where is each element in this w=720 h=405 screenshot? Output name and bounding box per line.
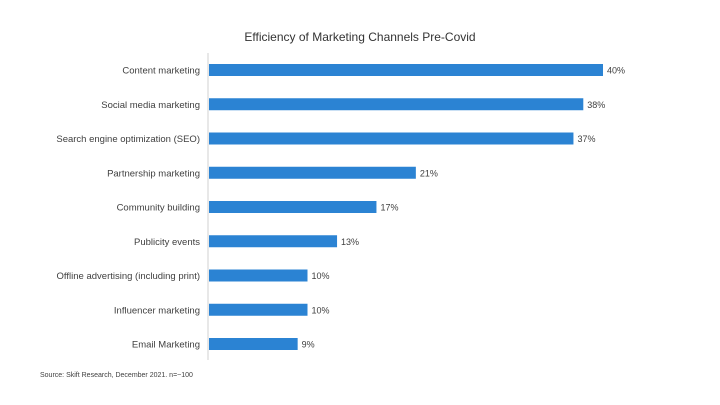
bar [209, 235, 338, 248]
bar [209, 338, 298, 350]
bar [209, 303, 308, 316]
category-label: Offline advertising (including print) [57, 271, 200, 282]
data-label: 10% [312, 271, 330, 281]
data-label: 13% [341, 237, 359, 247]
category-label: Email Marketing [132, 340, 200, 351]
bar [209, 166, 416, 179]
category-label: Social media marketing [101, 100, 200, 111]
data-label: 9% [302, 340, 315, 350]
category-label: Publicity events [134, 237, 200, 248]
data-label: 40% [607, 66, 625, 76]
bar [209, 64, 603, 76]
data-label: 21% [420, 168, 438, 178]
category-label: Content marketing [122, 66, 200, 77]
bar [209, 269, 308, 282]
data-label: 17% [380, 203, 398, 213]
data-label: 38% [587, 100, 605, 110]
data-label: 10% [312, 305, 330, 315]
source-note: Source: Skift Research, December 2021. n… [40, 372, 193, 379]
bar [209, 98, 584, 111]
bar [209, 201, 377, 213]
category-label: Partnership marketing [107, 168, 200, 179]
category-label: Influencer marketing [114, 305, 200, 316]
data-label: 37% [577, 134, 595, 144]
category-label: Search engine optimization (SEO) [56, 134, 200, 145]
bar [209, 132, 574, 145]
category-label: Community building [117, 203, 200, 214]
chart-title: Efficiency of Marketing Channels Pre-Cov… [244, 30, 476, 44]
